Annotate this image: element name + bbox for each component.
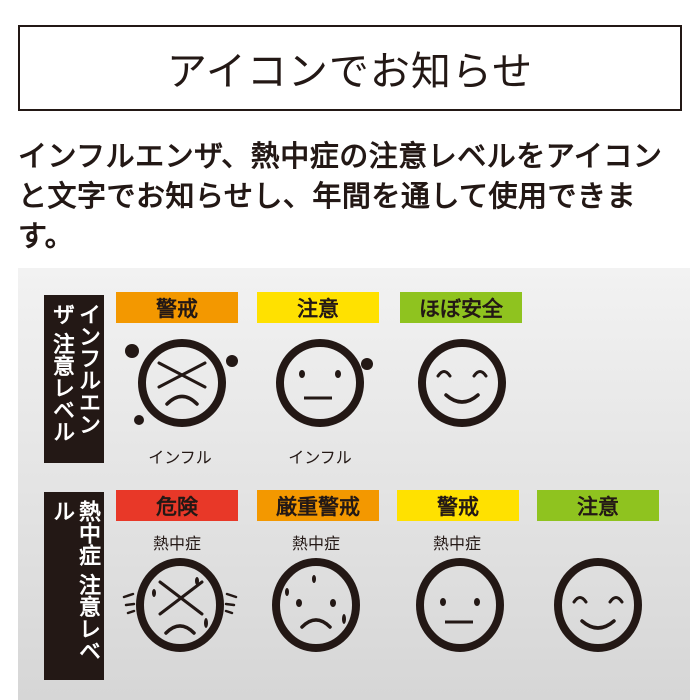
heatstroke-badge-danger: 危険	[116, 490, 238, 521]
influenza-caption: インフル	[288, 448, 352, 467]
description: インフルエンザ、熱中症の注意レベルをアイコンと文字でお知らせし、年間を通して使用…	[18, 139, 663, 253]
page-title: アイコンでお知らせ	[18, 25, 682, 111]
heatstroke-caption: 熱中症	[432, 534, 481, 553]
heatstroke-badge-warning: 警戒	[397, 490, 519, 521]
heatstroke-level-label: 熱中症 注意レベル	[44, 492, 104, 680]
face-neutral-icon	[416, 558, 504, 652]
heatstroke-caption: 熱中症	[152, 534, 201, 553]
influenza-level-label: インフルエンザ 注意レベル	[44, 295, 104, 463]
heatstroke-badge-caution: 注意	[537, 490, 659, 521]
face-x-eyes-frown-virus-icon	[125, 339, 238, 427]
face-x-eyes-sweat-icon	[122, 558, 238, 652]
face-neutral-virus-icon	[276, 339, 373, 427]
face-smile-icon	[554, 558, 642, 652]
face-smile-icon	[418, 339, 506, 427]
heatstroke-badge-severe-warning: 厳重警戒	[257, 490, 379, 521]
influenza-badge-safe: ほぼ安全	[400, 292, 522, 323]
influenza-badge-caution: 注意	[257, 292, 379, 323]
face-frown-sweat-icon	[272, 558, 360, 652]
heatstroke-caption: 熱中症	[291, 534, 340, 553]
influenza-badge-warning: 警戒	[116, 292, 238, 323]
influenza-caption: インフル	[148, 448, 212, 467]
